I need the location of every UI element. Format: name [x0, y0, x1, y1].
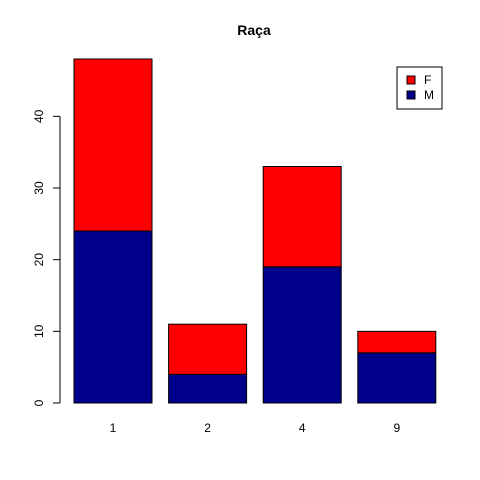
bar-F-9 — [357, 330, 437, 354]
x-tick-label: 2 — [204, 421, 211, 435]
x-axis-labels: 1 2 4 9 — [110, 421, 401, 435]
y-tick-label: 0 — [32, 399, 46, 406]
bar-M-2 — [168, 373, 248, 404]
legend-swatch-M — [406, 90, 416, 100]
bars-group — [73, 58, 437, 404]
bar-M-1 — [73, 230, 153, 404]
y-axis: 0 10 20 30 40 — [32, 109, 61, 406]
legend-label-F: F — [424, 73, 431, 87]
legend-box — [396, 66, 443, 110]
bar-F-1 — [73, 58, 153, 232]
bar-F-4 — [262, 166, 342, 268]
legend-swatch-F — [406, 75, 416, 85]
legend-label-M: M — [424, 88, 434, 102]
x-tick-label: 1 — [110, 421, 117, 435]
bar-M-4 — [262, 266, 342, 404]
y-tick-label: 30 — [32, 181, 46, 195]
bar-M-9 — [357, 352, 437, 404]
x-tick-label: 9 — [393, 421, 400, 435]
bar-F-2 — [168, 323, 248, 375]
legend: FM — [396, 66, 443, 110]
y-tick-label: 10 — [32, 324, 46, 338]
x-tick-label: 4 — [299, 421, 306, 435]
y-tick-label: 40 — [32, 109, 46, 123]
chart-title: Raça — [237, 22, 271, 38]
y-tick-label: 20 — [32, 253, 46, 267]
